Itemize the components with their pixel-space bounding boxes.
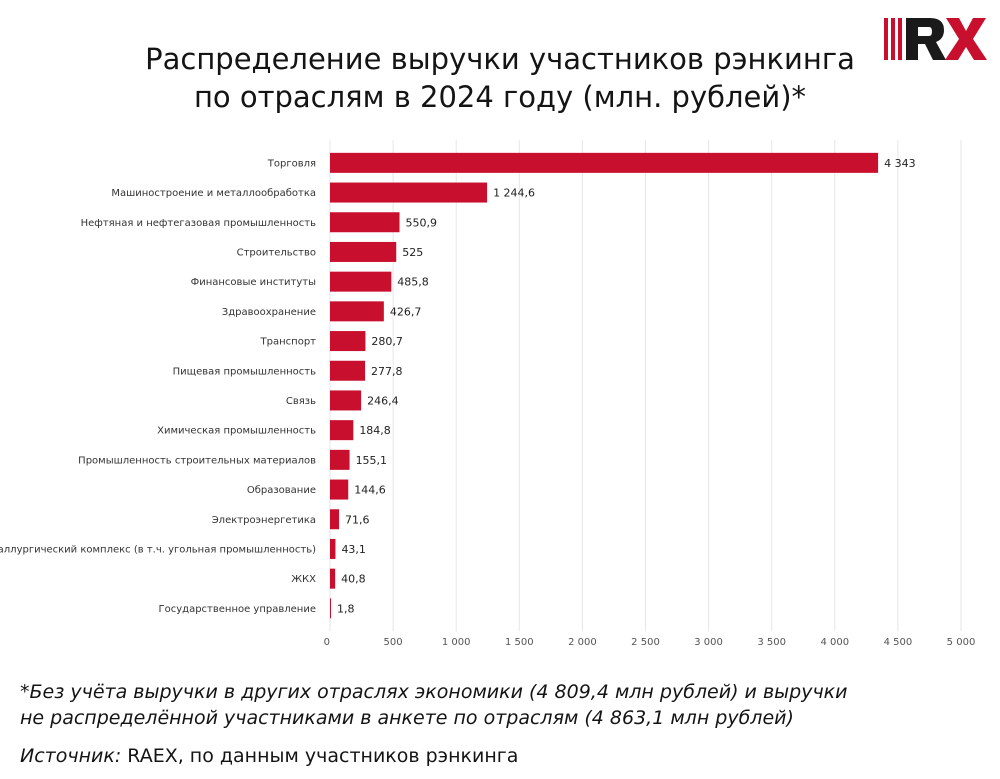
x-tick-label: 5 000: [947, 637, 976, 648]
value-label: 40,8: [341, 573, 366, 586]
x-tick-label: 3 000: [694, 637, 723, 648]
chart-title-line-2: по отраслям в 2024 году (млн. рублей)*: [193, 80, 807, 114]
x-tick-label: 2 500: [631, 637, 660, 648]
logo-stripe-3: [898, 18, 902, 60]
category-label: Металлургический комплекс (в т.ч. угольн…: [0, 544, 316, 555]
bar: [330, 212, 400, 233]
logo-stripe-2: [891, 18, 895, 60]
logo-stripe-1: [884, 18, 888, 60]
x-tick-label: 2 000: [568, 637, 597, 648]
value-label: 1 244,6: [493, 187, 535, 200]
bar: [330, 598, 331, 619]
bar: [330, 449, 350, 470]
category-label: Транспорт: [260, 337, 317, 348]
footnote: *Без учёта выручки в других отраслях эко…: [20, 679, 980, 769]
source-line: Источник: RAEX, по данным участников рэн…: [20, 743, 980, 769]
category-label: Машиностроение и металлообработка: [111, 188, 316, 199]
chart-title: Распределение выручки участников рэнкинг…: [100, 40, 900, 116]
value-label: 525: [402, 246, 423, 259]
x-tick-label: 4 500: [884, 637, 913, 648]
value-label: 246,4: [367, 394, 399, 407]
category-label: Образование: [247, 485, 316, 496]
category-label: Пищевая промышленность: [173, 366, 316, 377]
x-axis-tick-labels: 0 500 1 000 1 500 2 000 2 500 3 000 3 500 4 000 4…: [324, 637, 976, 648]
bar: [330, 509, 340, 530]
footnote-line-2: не распределённой участниками в анкете п…: [20, 707, 794, 729]
bar: [330, 360, 366, 381]
chart-title-line-1: Распределение выручки участников рэнкинг…: [145, 42, 855, 76]
value-label: 550,9: [406, 216, 438, 229]
category-label: Химическая промышленность: [157, 426, 316, 437]
logo-letter-r: [906, 18, 946, 60]
value-label: 277,8: [371, 365, 403, 378]
bar: [330, 568, 336, 589]
value-label: 144,6: [354, 484, 386, 497]
bar: [330, 538, 336, 559]
value-label: 280,7: [371, 335, 403, 348]
value-label: 485,8: [397, 276, 429, 289]
x-tick-label: 4 000: [820, 637, 849, 648]
bar: [330, 479, 349, 500]
bars: [330, 152, 879, 619]
value-label: 71,6: [345, 513, 370, 526]
category-labels: Торговля Машиностроение и металлообработк…: [0, 158, 316, 614]
bar: [330, 152, 879, 173]
value-label: 426,7: [390, 305, 422, 318]
category-label: Строительство: [237, 247, 316, 258]
x-tick-label: 1 000: [442, 637, 471, 648]
value-label: 43,1: [341, 543, 366, 556]
x-tick-label: 3 500: [757, 637, 786, 648]
value-label: 155,1: [356, 454, 388, 467]
bar: [330, 390, 362, 411]
bar: [330, 182, 488, 203]
value-labels: 4 343 1 244,6 550,9 525 485,8 426,7 280,7 277,8…: [337, 157, 916, 615]
bar-chart: Торговля Машиностроение и металлообработк…: [0, 140, 976, 648]
category-label: Государственное управление: [159, 604, 316, 615]
footnote-line-1: *Без учёта выручки в других отраслях эко…: [20, 681, 848, 703]
value-label: 4 343: [884, 157, 916, 170]
grid-lines: [329, 140, 962, 632]
category-label: Электроэнергетика: [212, 515, 316, 526]
category-label: Финансовые институты: [191, 277, 316, 288]
category-label: Связь: [286, 396, 316, 407]
x-tick-label: 1 500: [505, 637, 534, 648]
bar: [330, 301, 384, 322]
bar: [330, 420, 354, 441]
source-label: Источник:: [20, 745, 122, 767]
value-label: 1,8: [337, 602, 355, 615]
category-label: Промышленность строительных материалов: [78, 455, 316, 466]
raex-logo: [884, 18, 987, 60]
source-text: RAEX, по данным участников рэнкинга: [121, 745, 519, 767]
bar: [330, 241, 397, 262]
value-label: 184,8: [359, 424, 391, 437]
category-label: Торговля: [267, 158, 316, 169]
x-tick-label: 500: [384, 637, 403, 648]
x-tick-label: 0: [324, 637, 330, 648]
category-label: Здравоохранение: [222, 307, 316, 318]
category-label: Нефтяная и нефтегазовая промышленность: [81, 218, 317, 229]
category-label: ЖКХ: [291, 574, 316, 585]
bar: [330, 271, 392, 292]
bar: [330, 331, 366, 352]
logo-letter-x: [945, 18, 987, 60]
